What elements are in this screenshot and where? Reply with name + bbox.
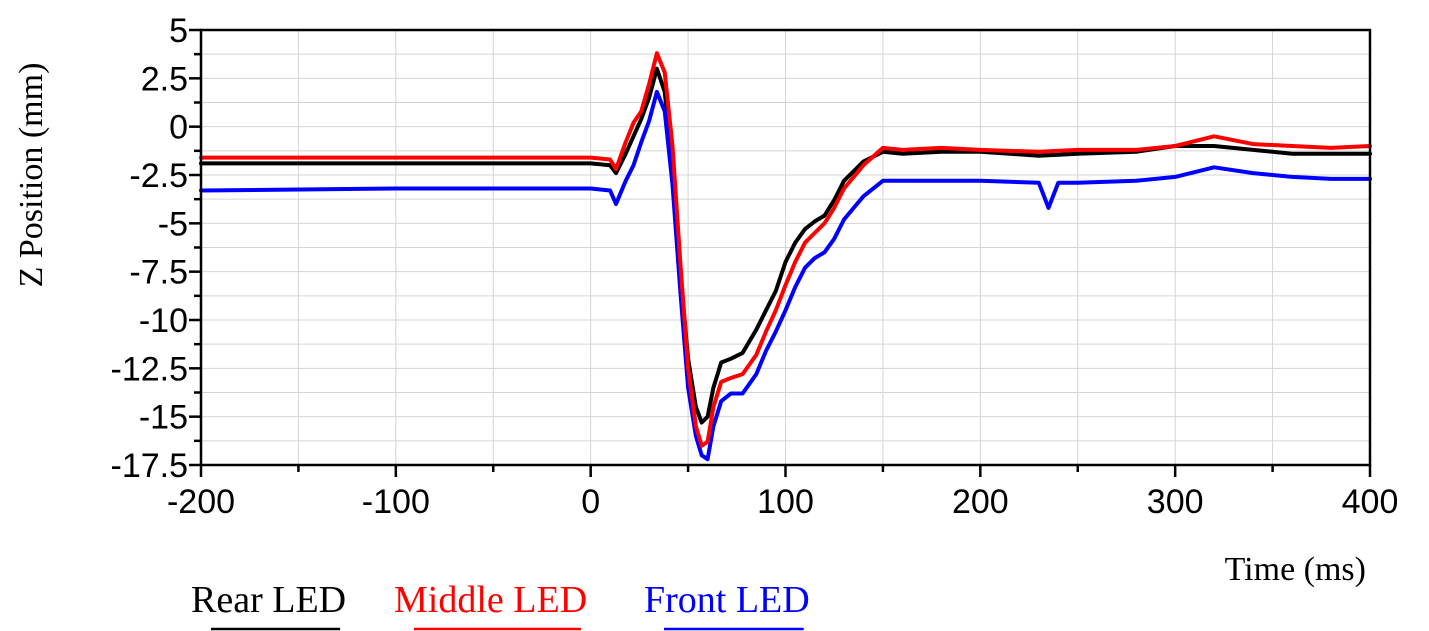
legend-label-rear-led: Rear LED — [191, 579, 346, 621]
series-lines — [199, 51, 1372, 462]
x-tick-label: -200 — [167, 483, 235, 521]
series-line-middle-led — [199, 51, 1372, 448]
y-tick-label: -12.5 — [111, 350, 189, 388]
y-tick-label: 2.5 — [141, 60, 188, 98]
y-tick-label: -10 — [139, 302, 188, 340]
y-tick-labels: 5 2.5 0 -2.5 -5 -7.5 -10 -12.5 -15 -17.5 — [111, 12, 189, 485]
legend-label-front-led: Front LED — [644, 579, 810, 621]
x-tick-label: 100 — [757, 483, 814, 521]
y-axis-title: Z Position (mm) — [13, 63, 50, 288]
y-tick-label: -15 — [139, 399, 188, 437]
series-line-rear-led — [199, 66, 1372, 425]
y-tick-label: -7.5 — [129, 254, 188, 292]
series-line-front-led — [199, 89, 1372, 462]
x-tick-label: 400 — [1342, 483, 1399, 521]
legend: Rear LED Middle LED Front LED — [191, 579, 810, 631]
y-tick-label: 0 — [169, 109, 188, 147]
y-tick-label: 5 — [169, 12, 188, 50]
y-tick-label: -17.5 — [111, 447, 189, 485]
x-tick-label: -100 — [362, 483, 430, 521]
grid-lines — [200, 29, 1371, 466]
x-tick-labels: -200 -100 0 100 200 300 400 — [167, 483, 1398, 521]
legend-label-middle-led: Middle LED — [394, 579, 587, 621]
axis-ticks — [189, 28, 1372, 477]
x-axis-title: Time (ms) — [1225, 551, 1366, 588]
y-tick-label: -5 — [158, 205, 188, 243]
x-tick-label: 300 — [1147, 483, 1204, 521]
y-tick-label: -2.5 — [129, 157, 188, 195]
x-tick-label: 200 — [952, 483, 1009, 521]
x-tick-label: 0 — [581, 483, 600, 521]
